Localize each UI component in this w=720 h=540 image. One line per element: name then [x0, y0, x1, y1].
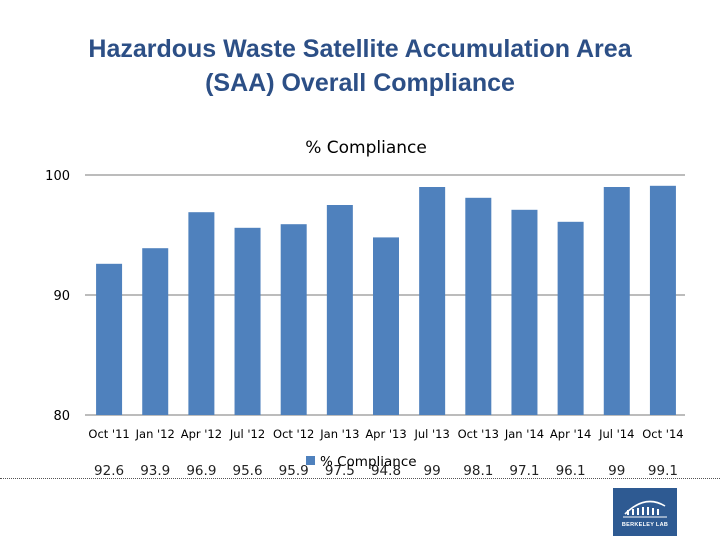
- data-label-3: 95.6: [233, 463, 263, 479]
- y-tick-label-80: 80: [53, 409, 70, 424]
- bar-2: [188, 212, 215, 415]
- x-tick-label-12: Oct '14: [642, 427, 683, 441]
- bar-11: [603, 187, 630, 415]
- bar-10: [557, 221, 584, 415]
- x-tick-label-8: Oct '13: [458, 427, 499, 441]
- data-label-9: 97.1: [509, 463, 539, 479]
- data-label-11: 99: [608, 463, 625, 479]
- footer-divider: [0, 478, 720, 479]
- bar-12: [649, 185, 676, 415]
- data-label-8: 98.1: [463, 463, 493, 479]
- slide-title: Hazardous Waste Satellite Accumulation A…: [0, 32, 720, 100]
- x-tick-label-3: Jul '12: [229, 427, 265, 441]
- x-tick-label-5: Jan '13: [319, 427, 359, 441]
- slide-title-line-2: (SAA) Overall Compliance: [205, 69, 515, 97]
- data-label-6: 94.8: [371, 463, 401, 479]
- berkeley-lab-logo-icon: [623, 500, 667, 518]
- bar-0: [96, 263, 123, 415]
- bar-4: [280, 224, 307, 415]
- x-tick-label-2: Apr '12: [181, 427, 222, 441]
- x-tick-label-11: Jul '14: [598, 427, 634, 441]
- bar-5: [326, 205, 353, 415]
- bar-1: [142, 248, 169, 415]
- data-label-7: 99: [424, 463, 441, 479]
- x-tick-label-9: Jan '14: [504, 427, 544, 441]
- slide-title-line-1: Hazardous Waste Satellite Accumulation A…: [88, 35, 632, 63]
- data-label-4: 95.9: [279, 463, 309, 479]
- bar-8: [465, 197, 492, 415]
- data-label-5: 97.5: [325, 463, 355, 479]
- data-label-0: 92.6: [94, 463, 124, 479]
- bar-3: [234, 227, 261, 415]
- x-tick-label-7: Jul '13: [413, 427, 449, 441]
- bar-6: [373, 237, 399, 415]
- logo-text: BERKELEY LAB: [621, 522, 669, 528]
- legend-label: % Compliance: [320, 454, 417, 470]
- data-label-12: 99.1: [648, 463, 678, 479]
- bar-9: [511, 209, 538, 415]
- x-tick-label-10: Apr '14: [550, 427, 591, 441]
- x-tick-label-0: Oct '11: [88, 427, 129, 441]
- y-tick-label-100: 100: [45, 169, 70, 184]
- data-label-1: 93.9: [140, 463, 170, 479]
- x-tick-label-1: Jan '12: [135, 427, 175, 441]
- data-label-2: 96.9: [186, 463, 216, 479]
- data-label-10: 96.1: [556, 463, 586, 479]
- bar-7: [419, 187, 446, 415]
- x-tick-label-4: Oct '12: [273, 427, 314, 441]
- y-tick-label-90: 90: [53, 289, 70, 304]
- berkeley-lab-logo: BERKELEY LAB: [613, 488, 677, 536]
- x-tick-label-6: Apr '13: [365, 427, 406, 441]
- chart-title: % Compliance: [305, 138, 427, 158]
- legend-swatch: [306, 456, 315, 465]
